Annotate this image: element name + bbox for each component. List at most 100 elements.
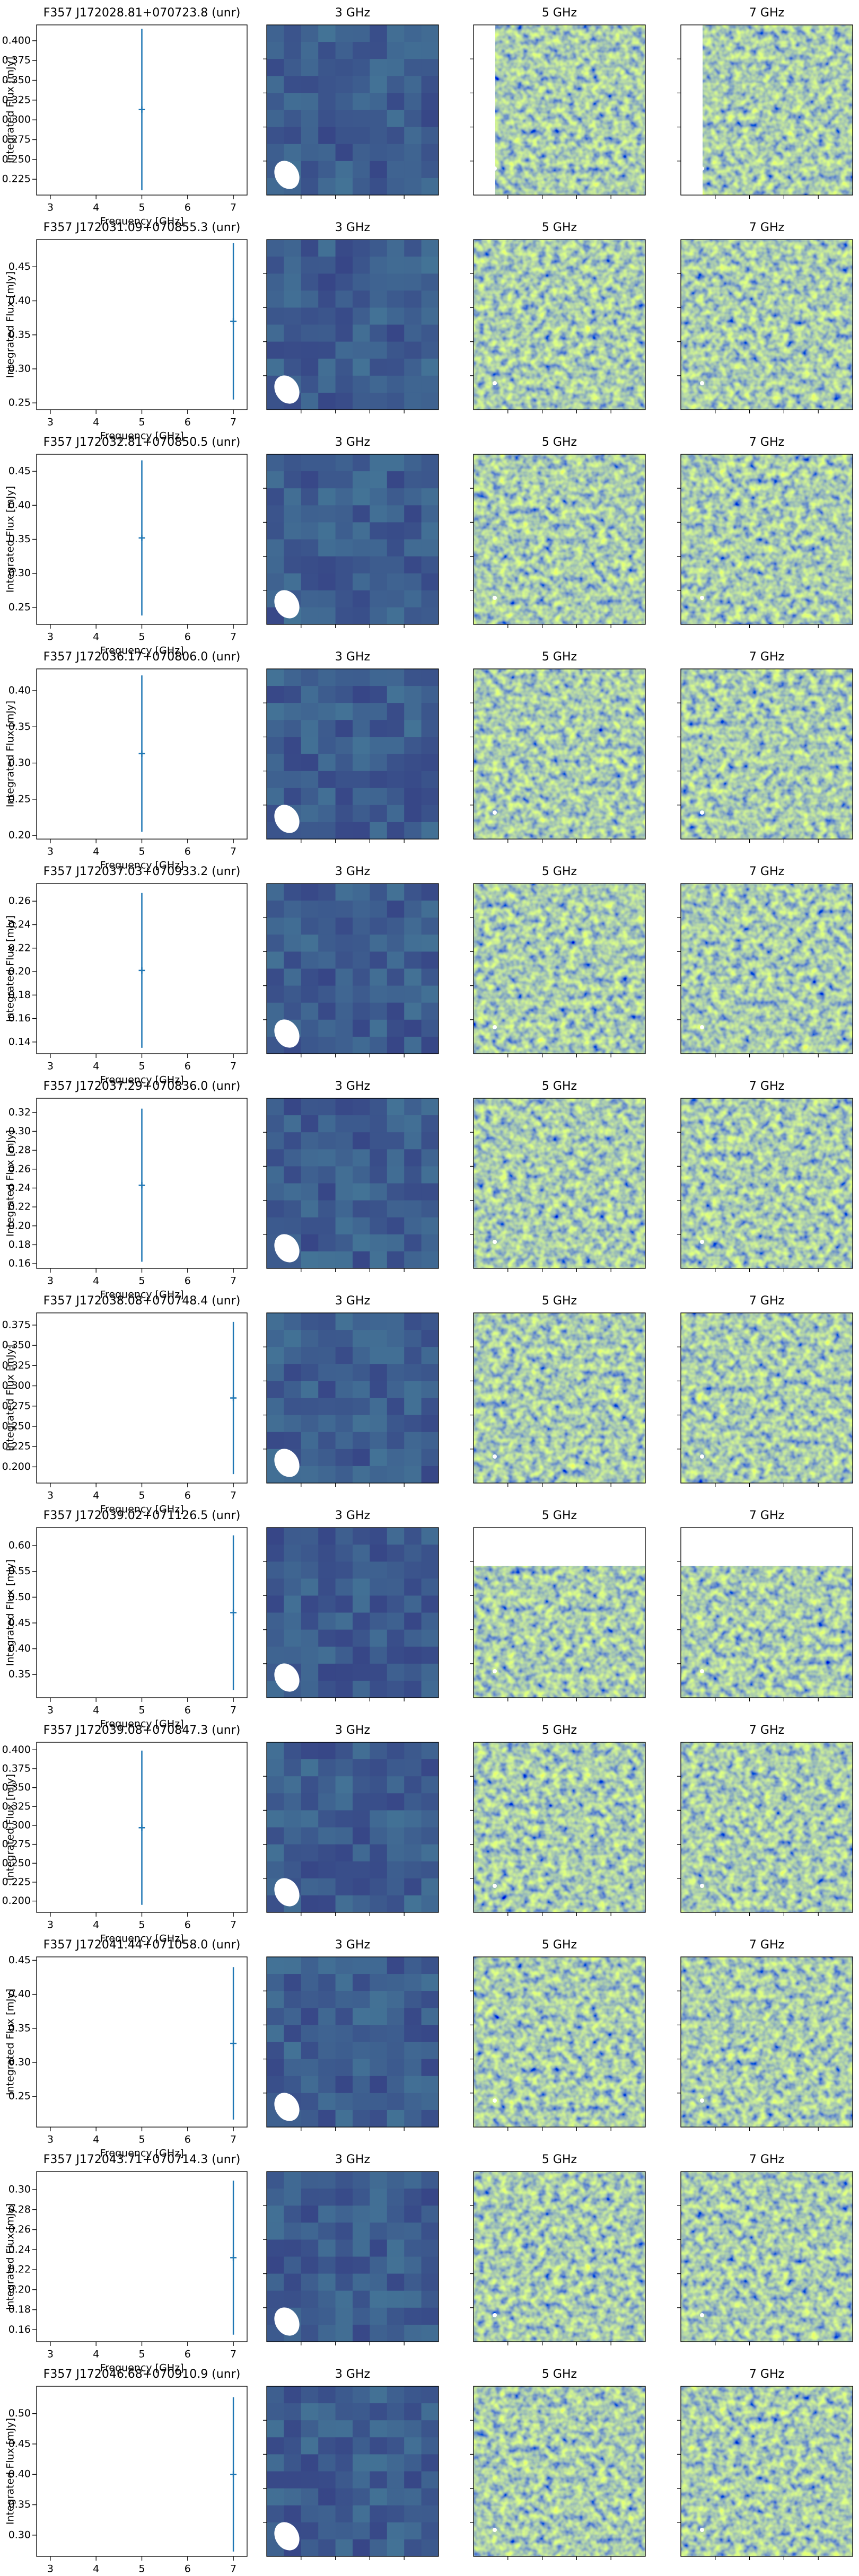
image-title: 7 GHz <box>749 1294 784 1308</box>
image-pixel <box>301 2505 319 2523</box>
image-pixel <box>335 556 353 574</box>
image-pixel <box>301 1991 319 2008</box>
image-pixel <box>301 2420 319 2438</box>
image-pixel <box>387 1974 405 1991</box>
y-tick-label: 0.25 <box>8 601 31 613</box>
image-panel <box>470 2171 646 2345</box>
image-pixel <box>404 556 422 574</box>
x-axis-label: Frequency [GHz] <box>100 1933 183 1945</box>
image-pixel <box>267 1827 284 1845</box>
image-pixel <box>421 488 439 506</box>
image-pixel <box>387 2093 405 2111</box>
image-pixel <box>335 1776 353 1794</box>
image-pixel <box>267 1528 284 1545</box>
image-pixel <box>404 1827 422 1845</box>
image-pixel <box>267 76 284 93</box>
image-pixel <box>335 2042 353 2060</box>
y-tick-label: 0.40 <box>8 295 31 306</box>
image-pixel <box>421 1217 439 1235</box>
data-point <box>138 1182 145 1189</box>
image-pixel <box>370 1466 388 1484</box>
x-tick-label: 6 <box>185 1061 191 1072</box>
x-tick-label: 5 <box>138 846 145 858</box>
image-pixel <box>353 985 370 1003</box>
image-pixel <box>318 1183 336 1201</box>
image-pixel <box>404 2110 422 2128</box>
image-pixel <box>353 1810 370 1828</box>
image-pixel <box>387 805 405 823</box>
image-pixel <box>404 1878 422 1896</box>
image-pixel <box>301 127 319 145</box>
image-pixel <box>284 1002 302 1020</box>
image-pixel <box>353 737 370 754</box>
image-pixel <box>318 307 336 325</box>
image-pixel <box>301 1200 319 1218</box>
beam <box>274 2307 300 2336</box>
image-pixel <box>421 1578 439 1596</box>
image-pixel <box>353 2239 370 2257</box>
image-pixel <box>284 2172 302 2189</box>
image-pixel <box>335 2239 353 2257</box>
image-pixel <box>267 1364 284 1381</box>
image-pixel <box>267 454 284 472</box>
x-tick-label: 4 <box>93 1705 99 1716</box>
image-pixel <box>370 968 388 986</box>
image-pixel <box>284 1578 302 1596</box>
y-tick-label: 0.30 <box>8 567 31 579</box>
image-pixel <box>421 1415 439 1433</box>
beam <box>700 1669 704 1673</box>
image-pixel <box>370 2206 388 2223</box>
image-pixel <box>370 1381 388 1398</box>
image-pixel <box>370 607 388 625</box>
image-pixel <box>404 754 422 772</box>
image-pixel <box>370 240 388 257</box>
data-point <box>230 2254 237 2261</box>
x-axis-label: Frequency [GHz] <box>100 1074 183 1086</box>
image-pixel <box>335 1861 353 1879</box>
image-title: 3 GHz <box>335 2368 370 2381</box>
image-pixel <box>335 1680 353 1698</box>
image-pixel <box>335 1844 353 1862</box>
image-pixel <box>387 1827 405 1845</box>
image-pixel <box>284 2206 302 2223</box>
image-pixel <box>387 2420 405 2438</box>
y-axis-label: Integrated Flux [mJy] <box>5 486 16 593</box>
image-pixel <box>301 1313 319 1330</box>
image-pixel <box>370 178 388 196</box>
image-pixel <box>318 1578 336 1596</box>
image-pixel <box>387 1680 405 1698</box>
image-pixel <box>301 2189 319 2206</box>
image-pixel <box>404 1449 422 1467</box>
image-pixel <box>387 1115 405 1133</box>
image-pixel <box>353 59 370 76</box>
image-pixel <box>387 454 405 472</box>
image-pixel <box>387 2437 405 2455</box>
image-pixel <box>404 307 422 325</box>
y-tick-label: 0.35 <box>8 721 31 733</box>
image-pixel <box>301 2025 319 2042</box>
image-pixel <box>335 2307 353 2325</box>
image-title: 7 GHz <box>749 2153 784 2166</box>
chart-title: F357 J172036.17+070806.0 (unr) <box>43 650 241 664</box>
image-pixel <box>284 1415 302 1433</box>
image-pixel <box>284 1200 302 1218</box>
image-pixel <box>353 1844 370 1862</box>
image-pixel <box>284 2222 302 2240</box>
image-pixel <box>267 2471 284 2489</box>
image-pixel <box>284 307 302 325</box>
image-pixel <box>318 59 336 76</box>
image-pixel <box>284 788 302 806</box>
image-pixel <box>370 2093 388 2111</box>
image-pixel <box>370 2222 388 2240</box>
image-pixel <box>301 76 319 93</box>
image-pixel <box>353 2403 370 2421</box>
image-pixel <box>284 1974 302 1991</box>
image-pixel <box>284 1183 302 1201</box>
x-tick-label: 6 <box>185 1705 191 1716</box>
y-tick-label: 0.45 <box>8 1954 31 1966</box>
image-pixel <box>421 1991 439 2008</box>
image-title: 7 GHz <box>749 1509 784 1522</box>
image-pixel <box>370 1200 388 1218</box>
image-pixel <box>267 1347 284 1364</box>
image-pixel <box>335 2076 353 2094</box>
